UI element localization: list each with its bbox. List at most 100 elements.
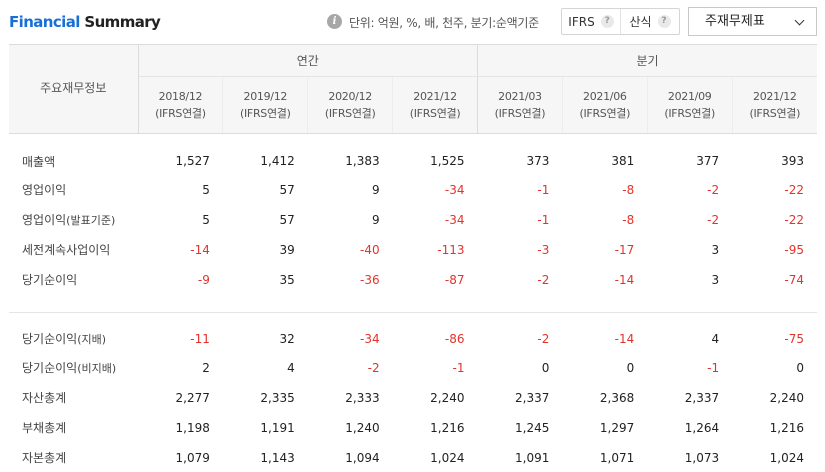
period-header: 2020/12 (IFRS연결) bbox=[307, 76, 393, 134]
period-basis: (IFRS연결) bbox=[664, 107, 715, 120]
formula-button[interactable]: 산식? bbox=[620, 9, 679, 34]
period-date: 2021/09 bbox=[667, 90, 712, 103]
value-cell: 2,335 bbox=[260, 390, 295, 405]
value-cell: -86 bbox=[444, 331, 465, 346]
financial-summary-table: 주요재무정보 연간 분기 2018/12 (IFRS연결) 2019/12 (IFRS… bbox=[9, 44, 817, 472]
value-cell: 32 bbox=[279, 331, 295, 346]
period-basis: (IFRS연결) bbox=[409, 107, 461, 120]
value-cell: -95 bbox=[784, 242, 804, 257]
row-label-text: 매출액 bbox=[22, 154, 56, 169]
section-divider bbox=[9, 294, 817, 313]
value-cell: 1,024 bbox=[769, 450, 804, 465]
value-cell: 1,143 bbox=[260, 450, 295, 465]
value-cell: 1,527 bbox=[175, 154, 210, 169]
table-row: 세전계속사업이익 -14 39 -40 -113 -3 -17 3 -95 bbox=[9, 235, 817, 265]
value-cell: 4 bbox=[287, 360, 295, 375]
value-cell: 1,412 bbox=[260, 154, 295, 169]
value-cell: 1,071 bbox=[599, 450, 635, 465]
basis-toggle: IFRS? 산식? bbox=[561, 8, 680, 35]
value-cell: 381 bbox=[611, 154, 635, 169]
info-icon[interactable]: i bbox=[327, 14, 342, 29]
value-cell: -14 bbox=[190, 242, 210, 257]
value-cell: 1,240 bbox=[345, 420, 380, 435]
title-summary: Summary bbox=[79, 13, 161, 31]
help-icon[interactable]: ? bbox=[657, 15, 671, 28]
row-label: 영업이익(발표기준) bbox=[9, 205, 138, 235]
row-label-text: 자산총계 bbox=[22, 391, 67, 405]
row-label-text: 자본총계 bbox=[22, 451, 67, 465]
value-cell: -22 bbox=[784, 182, 804, 197]
value-cell: 2,368 bbox=[599, 390, 635, 405]
value-cell: -36 bbox=[360, 272, 380, 287]
table-row: 당기순이익(비지배) 2 4 -2 -1 0 0 -1 0 bbox=[9, 353, 817, 383]
table-row: 매출액 1,527 1,412 1,383 1,525 373 381 377 393 bbox=[9, 134, 817, 175]
value-cell: -2 bbox=[367, 360, 380, 375]
ifrs-label: IFRS bbox=[568, 14, 595, 29]
ifrs-button[interactable]: IFRS? bbox=[562, 9, 620, 34]
value-cell: 1,525 bbox=[430, 154, 465, 169]
value-cell: 2,337 bbox=[684, 390, 720, 405]
value-cell: 1,383 bbox=[345, 154, 380, 169]
value-cell: -1 bbox=[537, 212, 550, 227]
value-cell: -87 bbox=[444, 272, 465, 287]
value-cell: 9 bbox=[371, 212, 380, 227]
period-date: 2021/12 bbox=[753, 90, 797, 103]
help-icon[interactable]: ? bbox=[600, 15, 614, 28]
value-cell: 9 bbox=[371, 182, 380, 197]
group-quarter: 분기 bbox=[477, 44, 817, 77]
value-cell: 2,240 bbox=[769, 390, 804, 405]
value-cell: -2 bbox=[707, 182, 720, 197]
value-cell: 2 bbox=[202, 360, 210, 375]
value-cell: 393 bbox=[781, 154, 804, 169]
value-cell: 57 bbox=[279, 182, 295, 197]
value-cell: 1,079 bbox=[175, 450, 210, 465]
period-date: 2018/12 bbox=[158, 90, 203, 103]
value-cell: -40 bbox=[360, 242, 380, 257]
period-date: 2019/12 bbox=[243, 90, 288, 103]
row-label-text: 당기순이익 bbox=[22, 361, 78, 375]
value-cell: 1,191 bbox=[260, 420, 295, 435]
value-cell: -11 bbox=[190, 331, 210, 346]
value-cell: 377 bbox=[696, 154, 720, 169]
value-cell: 5 bbox=[202, 182, 210, 197]
divider-cell bbox=[9, 294, 817, 313]
value-cell: 1,264 bbox=[684, 420, 720, 435]
period-date: 2021/12 bbox=[413, 90, 457, 103]
group-annual: 연간 bbox=[137, 44, 478, 77]
value-cell: 1,091 bbox=[515, 450, 550, 465]
row-label-text: 당기순이익 bbox=[22, 273, 78, 287]
value-cell: 1,297 bbox=[599, 420, 635, 435]
row-label: 세전계속사업이익 bbox=[9, 235, 138, 265]
statement-select[interactable]: 주재무제표 bbox=[688, 7, 817, 36]
period-basis: (IFRS연결) bbox=[324, 107, 376, 120]
row-label: 매출액 bbox=[9, 134, 138, 175]
value-cell: -3 bbox=[537, 242, 550, 257]
value-cell: 3 bbox=[711, 242, 720, 257]
row-label: 자본총계 bbox=[9, 443, 138, 472]
value-cell: -22 bbox=[784, 212, 804, 227]
period-basis: (IFRS연결) bbox=[579, 107, 631, 120]
value-cell: 1,245 bbox=[515, 420, 550, 435]
table-row: 영업이익 5 57 9 -34 -1 -8 -2 -22 bbox=[9, 175, 817, 205]
row-label-text: 부채총계 bbox=[22, 421, 67, 435]
value-cell: 4 bbox=[711, 331, 720, 346]
row-label: 당기순이익(지배) bbox=[9, 313, 138, 353]
value-cell: 2,337 bbox=[515, 390, 550, 405]
value-cell: -14 bbox=[614, 272, 635, 287]
value-cell: -1 bbox=[452, 360, 465, 375]
value-cell: -34 bbox=[444, 212, 465, 227]
period-basis: (IFRS연결) bbox=[155, 107, 206, 120]
row-label: 당기순이익(비지배) bbox=[9, 353, 138, 383]
value-cell: -2 bbox=[537, 272, 550, 287]
period-header: 2021/06 (IFRS연결) bbox=[561, 76, 648, 134]
row-label-text: 영업이익 bbox=[22, 183, 67, 197]
formula-label: 산식 bbox=[629, 15, 652, 29]
table-row: 부채총계 1,198 1,191 1,240 1,216 1,245 1,297 1,264 1… bbox=[9, 413, 817, 443]
value-cell: 373 bbox=[526, 154, 550, 169]
row-label-sub: (발표기준) bbox=[66, 214, 116, 227]
period-date: 2021/03 bbox=[498, 90, 542, 103]
statement-select-value: 주재무제표 bbox=[705, 14, 765, 29]
value-cell: 1,094 bbox=[345, 450, 380, 465]
value-cell: -2 bbox=[537, 331, 550, 346]
row-label: 부채총계 bbox=[9, 413, 138, 443]
